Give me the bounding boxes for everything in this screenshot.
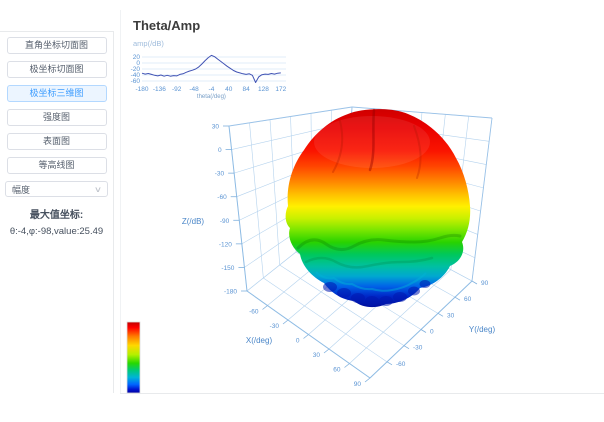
x-tick-label: -4 xyxy=(209,86,215,93)
x-tick-label: -48 xyxy=(189,86,199,93)
chart-canvas[interactable]: Theta/Amp amp(/dB) 200-20-40-60-180 -136-… xyxy=(119,8,604,394)
z-tick-label: 0 xyxy=(218,147,222,154)
x-tick-label: 172 xyxy=(275,86,286,93)
z-tick-label: -60 xyxy=(217,194,227,201)
x-tick-label: -180 xyxy=(135,86,148,93)
x3d-tick-label: 90 xyxy=(354,381,362,388)
grid-line xyxy=(282,319,289,325)
x3d-tick-label: 30 xyxy=(313,352,321,359)
x-tick-label: -92 xyxy=(172,86,182,93)
x3d-tick-label: -30 xyxy=(270,323,280,330)
sidebar-buttons: 直角坐标切面图 极坐标切面图 极坐标三维图 强度图表面图等高线图 xyxy=(0,37,113,174)
blob-ridge xyxy=(296,233,462,251)
x-tick-label: 40 xyxy=(225,86,233,93)
y3d-tick-label: 60 xyxy=(464,296,472,303)
grid-line xyxy=(351,106,493,119)
grid-line xyxy=(303,334,309,339)
z-tick-label: 30 xyxy=(212,124,220,131)
y3d-tick-label: -30 xyxy=(413,345,423,352)
y3d-tick-label: -60 xyxy=(396,361,406,368)
x-tick-label: -136 xyxy=(153,86,166,93)
grid-line xyxy=(269,119,280,266)
y-tick-label: -40 xyxy=(131,72,141,79)
grid-line xyxy=(364,377,371,383)
grid-line xyxy=(454,296,461,301)
grid-line xyxy=(228,125,248,292)
grid-line xyxy=(437,312,444,317)
y-tick-label: 0 xyxy=(136,60,140,67)
mini-line-chart[interactable]: 200-20-40-60-180 -136 -92 -48 -4 40 84 128 172 th… xyxy=(131,54,287,100)
grid-line xyxy=(228,106,353,127)
y3d-tick-label: 90 xyxy=(481,280,489,287)
grid-line xyxy=(344,363,350,368)
grid-line xyxy=(386,361,393,366)
z-tick-label: -180 xyxy=(224,289,237,296)
y-tick-label: -60 xyxy=(131,78,141,85)
z-axis-name: Z(/dB) xyxy=(182,217,205,226)
grid-line xyxy=(420,329,427,333)
max-coordinate-label: 最大值坐标: xyxy=(29,210,84,221)
max-coordinate-value: θ:-4,φ:-98,value:25.49 xyxy=(9,226,104,237)
sidebar-button[interactable]: 强度图 xyxy=(6,109,107,126)
x-tick-label: 128 xyxy=(258,86,269,93)
blob-crease xyxy=(368,108,376,172)
sidebar-button[interactable]: 极坐标切面图 xyxy=(6,61,107,78)
y-axis-name-3d: Y(/deg) xyxy=(469,325,496,334)
sidebar-button[interactable]: 直角坐标切面图 xyxy=(6,37,107,54)
line-series xyxy=(141,54,281,83)
sidebar-button[interactable]: 等高线图 xyxy=(6,157,107,174)
sidebar-vertical-divider xyxy=(113,31,114,393)
chart-panel-left-border xyxy=(120,10,121,393)
sidebar-top-divider xyxy=(0,31,113,32)
grid-line xyxy=(323,348,330,354)
blob-bottom-bumps xyxy=(323,280,431,306)
amplitude-dropdown[interactable]: 幅度 ∨ xyxy=(5,181,108,197)
blob-ripple xyxy=(315,271,427,292)
z-tick-label: -90 xyxy=(220,218,230,225)
colorbar xyxy=(126,321,141,394)
x-axis-name-3d: X(/deg) xyxy=(246,336,273,345)
sidebar-button[interactable]: 表面图 xyxy=(6,133,107,150)
blob-crease xyxy=(332,120,344,173)
sidebar-button[interactable]: 极坐标三维图 xyxy=(6,85,107,102)
x-tick-label: 84 xyxy=(243,86,251,93)
blob-crease xyxy=(413,125,422,179)
y-tick-label: -20 xyxy=(131,66,141,73)
z-tick-label: -120 xyxy=(219,241,232,248)
z-tick-label: -30 xyxy=(215,171,225,178)
x-axis-name: theta(/deg) xyxy=(197,94,226,100)
sidebar: 直角坐标切面图 极坐标切面图 极坐标三维图 强度图表面图等高线图 幅度 ∨ 最大值坐标… xyxy=(0,37,113,237)
blob-ridge xyxy=(304,256,434,269)
chart-title: Theta/Amp xyxy=(133,18,200,33)
z-tick-label: -150 xyxy=(221,265,234,272)
x3d-tick-label: 60 xyxy=(333,367,341,374)
grid-line xyxy=(471,280,478,285)
grid-line xyxy=(249,122,264,279)
grid-line xyxy=(349,269,452,364)
x3d-tick-label: 0 xyxy=(296,338,300,345)
blob-highlight xyxy=(314,116,430,168)
grid-line xyxy=(471,117,493,282)
y3d-tick-label: 0 xyxy=(430,329,434,336)
x3d-tick-label: -60 xyxy=(249,309,259,316)
chart-panel-bottom-border xyxy=(120,393,604,394)
line-chart-y-name: amp(/dB) xyxy=(133,39,164,48)
y-tick-label: 20 xyxy=(133,54,141,61)
grid-line xyxy=(403,345,410,350)
chevron-down-icon: ∨ xyxy=(93,184,103,194)
radiation-blob xyxy=(285,108,471,308)
grid-line xyxy=(262,305,268,310)
y3d-tick-label: 30 xyxy=(447,312,455,319)
amplitude-dropdown-value: 幅度 xyxy=(12,184,31,195)
